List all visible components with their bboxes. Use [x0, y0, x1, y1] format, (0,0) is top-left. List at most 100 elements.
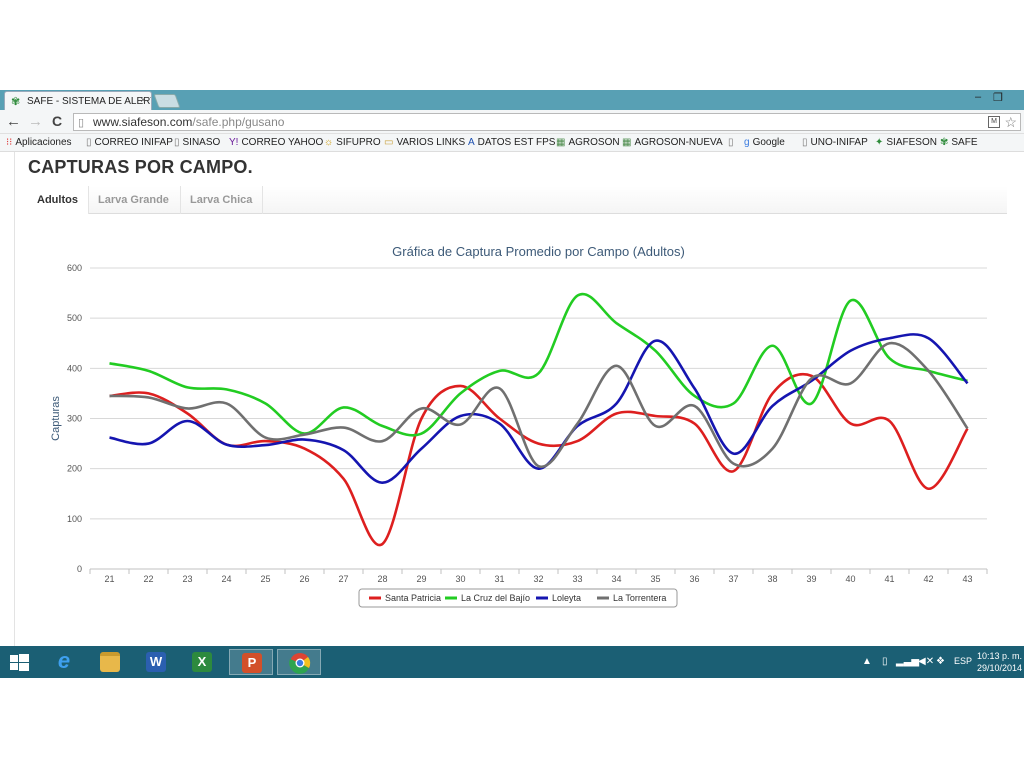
- chrome-icon: [289, 653, 311, 674]
- show-hidden-icons-icon[interactable]: ▲: [862, 656, 872, 667]
- bookmark-label: VARIOS LINKS: [396, 137, 466, 148]
- line-chart: Gráfica de Captura Promedio por Campo (A…: [50, 244, 988, 608]
- forward-button[interactable]: →: [28, 113, 43, 130]
- bookmark-label: DATOS EST FPS: [477, 137, 556, 148]
- chart-icon: ▦: [556, 137, 566, 148]
- bookmark-item[interactable]: ▯ UNO-INIFAP: [802, 137, 868, 148]
- y-tick-label: 400: [67, 363, 82, 373]
- chart-title: Gráfica de Captura Promedio por Campo (A…: [392, 244, 685, 259]
- device-icon[interactable]: ▯: [882, 656, 888, 667]
- taskbar-word[interactable]: W: [134, 649, 178, 675]
- x-tick-label: 27: [338, 574, 348, 584]
- clock-date[interactable]: 29/10/2014: [976, 663, 1022, 673]
- minimize-button[interactable]: –: [975, 91, 982, 103]
- reload-button[interactable]: C: [52, 113, 63, 129]
- clock-time[interactable]: 10:13 p. m.: [976, 651, 1022, 661]
- bookmark-item[interactable]: ✦ SIAFESON: [875, 137, 937, 148]
- x-tick-label: 36: [689, 574, 699, 584]
- page-tabs: Adultos Larva Grande Larva Chica: [28, 186, 1007, 214]
- legend-label: Santa Patricia: [385, 593, 441, 603]
- system-tray: ▲ ▯ ▂▃▅ ◀✕ ❖ ESP 10:13 p. m. 29/10/2014: [854, 646, 1024, 678]
- tab-larva-chica[interactable]: Larva Chica: [181, 186, 263, 214]
- folder-icon: ▭: [384, 137, 394, 148]
- browser-tab[interactable]: ✾ SAFE - SISTEMA DE ALERT ×: [4, 91, 152, 110]
- bookmark-item[interactable]: ☼ SIFUPRO: [324, 137, 381, 148]
- y-tick-label: 500: [67, 313, 82, 323]
- x-tick-label: 41: [884, 574, 894, 584]
- google-icon: g: [744, 137, 750, 148]
- network-icon[interactable]: ❖: [936, 656, 945, 667]
- back-button[interactable]: ←: [6, 113, 21, 130]
- address-bar[interactable]: ▯ www.siafeson.com/safe.php/gusano M ☆: [73, 113, 1021, 131]
- bookmark-item[interactable]: ▯ SINASO: [174, 137, 220, 148]
- bookmark-item[interactable]: ▦ AGROSON-NUEVA: [622, 137, 723, 148]
- restore-button[interactable]: ❐: [993, 92, 1003, 104]
- page-icon: ▯: [78, 117, 85, 129]
- y-tick-label: 300: [67, 414, 82, 424]
- bookmark-item[interactable]: ▭ VARIOS LINKS: [384, 137, 465, 148]
- x-tick-label: 25: [260, 574, 270, 584]
- taskbar-file-explorer[interactable]: [88, 649, 132, 675]
- taskbar-ie[interactable]: e: [42, 649, 86, 675]
- bookmark-label: UNO-INIFAP: [810, 137, 868, 148]
- y-axis-label: Capturas: [50, 396, 62, 441]
- apps-grid-icon: ⁝⁝: [6, 137, 13, 148]
- x-tick-label: 31: [494, 574, 504, 584]
- language-indicator[interactable]: ESP: [953, 656, 972, 666]
- x-tick-label: 32: [533, 574, 543, 584]
- x-tick-label: 29: [416, 574, 426, 584]
- start-button[interactable]: [0, 649, 44, 675]
- bookmark-item[interactable]: ⁝⁝ Aplicaciones: [6, 137, 72, 148]
- yahoo-icon: Y!: [229, 137, 239, 148]
- bookmark-item[interactable]: Y! CORREO YAHOO: [229, 137, 323, 148]
- x-tick-label: 33: [572, 574, 582, 584]
- x-tick-label: 26: [299, 574, 309, 584]
- page-icon: ▯: [86, 137, 92, 148]
- x-tick-label: 24: [221, 574, 231, 584]
- bookmark-star-icon[interactable]: ☆: [1004, 114, 1017, 130]
- bookmark-item[interactable]: ✾ SAFE: [940, 137, 978, 148]
- browser-title-bar: ✾ SAFE - SISTEMA DE ALERT × – ❐: [0, 90, 1024, 110]
- siafeson-icon: ✦: [875, 137, 884, 148]
- bookmark-label: SAFE: [951, 137, 978, 148]
- bookmark-label: SIFUPRO: [336, 137, 381, 148]
- bookmark-label: Aplicaciones: [15, 137, 72, 148]
- taskbar-powerpoint[interactable]: P: [229, 649, 273, 675]
- bookmark-label: CORREO INIFAP: [94, 137, 173, 148]
- volume-muted-icon[interactable]: ◀✕: [918, 656, 935, 667]
- x-tick-label: 35: [650, 574, 660, 584]
- bookmark-item[interactable]: A DATOS EST FPS: [468, 137, 555, 148]
- page-icon: ▯: [802, 137, 808, 148]
- legend-label: Loleyta: [552, 593, 581, 603]
- bookmark-item[interactable]: g Google: [744, 137, 785, 148]
- tab-larva-grande[interactable]: Larva Grande: [89, 186, 181, 214]
- y-tick-label: 600: [67, 263, 82, 273]
- desktop-screen: ✾ SAFE - SISTEMA DE ALERT × – ❐ ← → C ▯ …: [0, 90, 1024, 678]
- new-tab-button[interactable]: [153, 94, 181, 108]
- powerpoint-icon: P: [242, 653, 262, 673]
- x-tick-label: 42: [923, 574, 933, 584]
- taskbar-excel[interactable]: X: [180, 649, 224, 675]
- taskbar-chrome[interactable]: [277, 649, 321, 675]
- tab-close-icon[interactable]: ×: [140, 95, 146, 106]
- tab-title: SAFE - SISTEMA DE ALERT: [27, 96, 152, 107]
- extension-icon[interactable]: M: [988, 116, 1000, 128]
- bookmark-label: SIAFESON: [886, 137, 937, 148]
- tab-adultos[interactable]: Adultos: [28, 186, 89, 214]
- file-explorer-icon: [100, 652, 120, 672]
- bookmark-label: AGROSON: [568, 137, 620, 148]
- series-line: [109, 341, 969, 469]
- url-domain: www.siafeson.com: [93, 115, 193, 129]
- series-line: [109, 292, 968, 437]
- safe-icon: ✾: [940, 137, 949, 148]
- x-tick-label: 37: [728, 574, 738, 584]
- bookmark-item[interactable]: ▦ AGROSON: [556, 137, 620, 148]
- signal-icon[interactable]: ▂▃▅: [896, 656, 920, 667]
- page-icon: ▯: [174, 137, 180, 148]
- bookmark-item[interactable]: ▯: [728, 137, 737, 148]
- bookmark-label: Google: [752, 137, 785, 148]
- safe-leaf-icon: ✾: [11, 96, 21, 108]
- excel-icon: X: [192, 652, 212, 672]
- legend-label: La Torrentera: [613, 593, 666, 603]
- bookmark-item[interactable]: ▯ CORREO INIFAP: [86, 137, 173, 148]
